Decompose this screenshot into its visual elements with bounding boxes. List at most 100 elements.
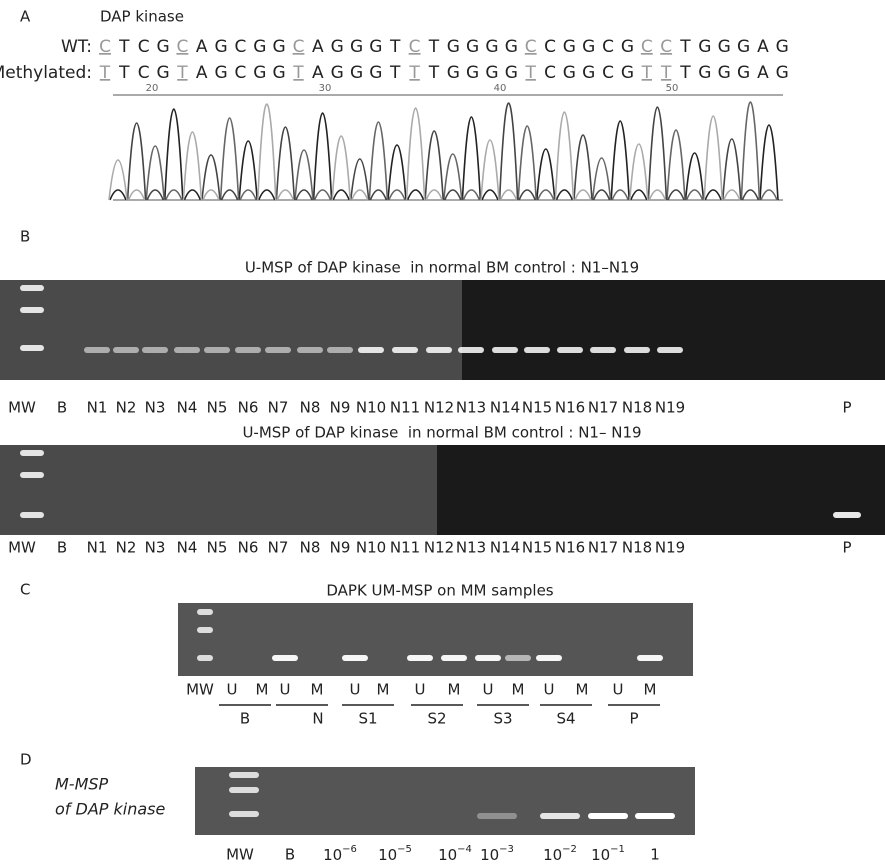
lane-label: N7 [268,399,289,417]
base: G [215,63,228,83]
gel [195,767,695,835]
base: A [312,37,324,57]
band [20,472,44,478]
lane-label: N9 [330,399,351,417]
position: 30 [319,83,332,94]
band [358,347,384,353]
lane-label: N3 [145,539,166,557]
panel-label: C [20,581,30,599]
base: C [138,63,150,83]
panel-title: DAP kinase [100,8,184,26]
base: 10 [438,846,457,864]
base: C [176,37,188,57]
exponent: −2 [562,844,577,855]
exponent: −6 [342,844,357,855]
base: 10 [480,846,499,864]
lane-label: N1 [87,539,108,557]
lane-label: P [842,539,851,557]
base: T [428,63,440,83]
band [492,347,518,353]
lane-label: N16 [555,539,585,557]
gel-title: U-MSP of DAP kinase in normal BM control… [242,424,641,442]
lane-label: MW [226,846,254,864]
base: A [196,63,208,83]
lane-label: U [544,681,555,699]
lane-label: N3 [145,399,166,417]
panel-label: A [20,8,31,26]
lane-label: U [227,681,238,699]
base: C [544,37,556,57]
group-label: N [312,710,323,728]
lane-label: N13 [456,399,486,417]
lane-label: N14 [490,539,520,557]
base: 10 [543,846,562,864]
base: T [428,37,440,57]
band [590,347,616,353]
band [197,655,213,661]
band [204,347,230,353]
base: C [525,37,537,57]
band [142,347,168,353]
base: G [273,63,286,83]
methylated-label: Methylated: [0,63,92,83]
lane-label: N9 [330,539,351,557]
group-label: S2 [427,710,446,728]
band [536,655,562,661]
gel [0,280,462,380]
band [635,813,675,819]
lane-label: M [256,681,269,699]
base: G [621,63,634,83]
band [327,347,353,353]
band [458,347,484,353]
lane-label: N18 [622,399,652,417]
base: C [293,37,305,57]
exponent: −3 [499,844,514,855]
base: C [409,37,421,57]
band [441,655,467,661]
lane-label: N19 [655,399,685,417]
position: 20 [146,83,159,94]
band [229,772,259,778]
exponent: −1 [610,844,625,855]
position: 50 [666,83,679,94]
lane-label: B [57,539,67,557]
lane-label: U [280,681,291,699]
base: C [99,37,111,57]
lane-label: P [842,399,851,417]
lane-label: N7 [268,539,289,557]
gel [0,445,437,535]
base: G [273,37,286,57]
base: G [215,37,228,57]
lane-label: M [512,681,525,699]
lane-label: N10 [356,399,386,417]
base: G [331,63,344,83]
lane-label: N6 [238,399,259,417]
band [272,655,298,661]
base: T [389,63,401,83]
lane-label: 10−6 [323,844,357,864]
base: G [447,37,460,57]
lane-label: N2 [116,399,137,417]
band [524,347,550,353]
band [20,450,44,456]
panel-label: D [20,751,32,769]
band [477,813,517,819]
base: G [563,37,576,57]
base: T [389,37,401,57]
base: T [118,37,130,57]
lane-label: MW [8,539,36,557]
base: G [350,63,363,83]
lane-label: M [311,681,324,699]
lane-label: N1 [87,399,108,417]
base: G [369,37,382,57]
base: T [99,63,111,83]
base: G [776,37,789,57]
base: G [369,63,382,83]
lane-label: N2 [116,539,137,557]
band [392,347,418,353]
base: T [118,63,130,83]
base: G [350,37,363,57]
base: C [660,37,672,57]
